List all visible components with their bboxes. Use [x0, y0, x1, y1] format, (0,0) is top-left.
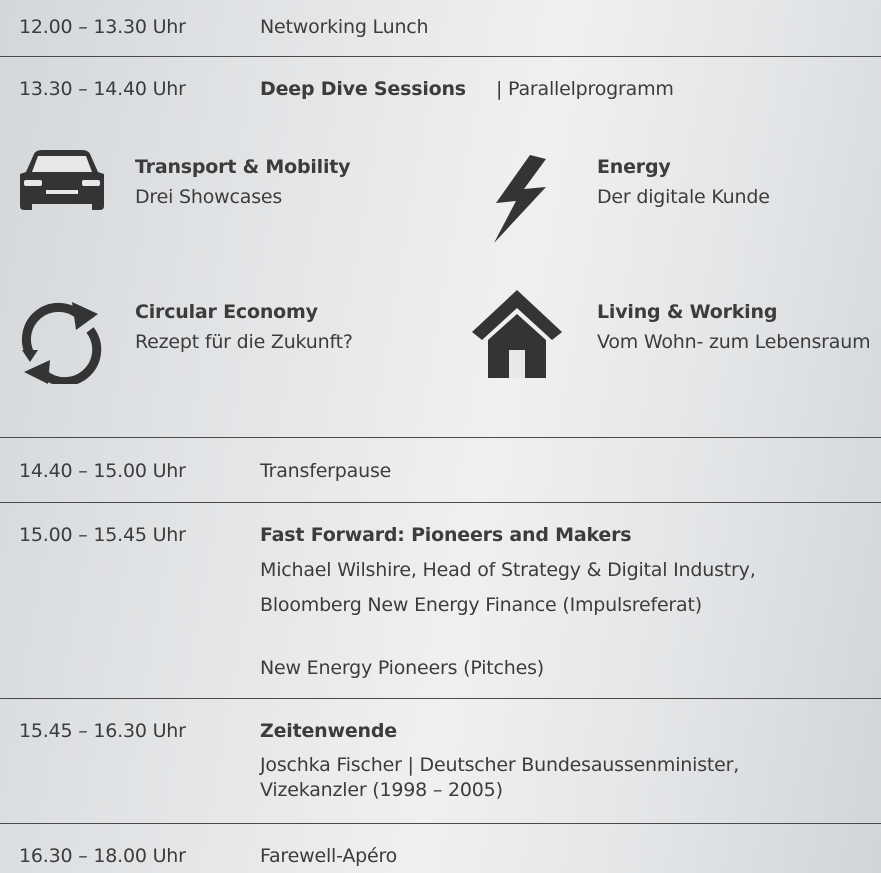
- time: 15.45 – 16.30 Uhr: [19, 720, 186, 742]
- time: 13.30 – 14.40 Uhr: [19, 78, 186, 100]
- detail: Bloomberg New Energy Finance (Impulsrefe…: [260, 594, 702, 616]
- title: Transferpause: [260, 460, 392, 482]
- detail: Michael Wilshire, Head of Strategy & Dig…: [260, 559, 756, 581]
- time: 15.00 – 15.45 Uhr: [19, 524, 186, 546]
- session-subtitle: Vom Wohn- zum Lebensraum: [597, 331, 871, 353]
- car-icon: [20, 150, 104, 210]
- session-title: Energy: [597, 156, 671, 178]
- detail: Vizekanzler (1998 – 2005): [260, 779, 503, 801]
- session-title: Circular Economy: [135, 301, 318, 323]
- house-icon: [472, 290, 562, 378]
- divider: [0, 437, 881, 438]
- time: 12.00 – 13.30 Uhr: [19, 16, 186, 38]
- session-subtitle: Drei Showcases: [135, 186, 283, 208]
- session-title: Transport & Mobility: [135, 156, 351, 178]
- time: 16.30 – 18.00 Uhr: [19, 845, 186, 867]
- title: Zeitenwende: [260, 720, 397, 742]
- title: Farewell-Apéro: [260, 845, 398, 867]
- divider: [0, 56, 881, 57]
- detail: Joschka Fischer | Deutscher Bundesaussen…: [260, 754, 740, 776]
- title: Deep Dive Sessions: [260, 78, 466, 100]
- subtitle: | Parallelprogramm: [496, 78, 674, 100]
- time: 14.40 – 15.00 Uhr: [19, 460, 186, 482]
- title: Networking Lunch: [260, 16, 429, 38]
- divider: [0, 502, 881, 503]
- recycle-icon: [21, 302, 102, 384]
- detail: New Energy Pioneers (Pitches): [260, 657, 545, 679]
- session-title: Living & Working: [597, 301, 778, 323]
- session-subtitle: Rezept für die Zukunft?: [135, 331, 353, 353]
- lightning-icon: [494, 155, 546, 243]
- divider: [0, 698, 881, 699]
- divider: [0, 823, 881, 824]
- title: Fast Forward: Pioneers and Makers: [260, 524, 632, 546]
- session-subtitle: Der digitale Kunde: [597, 186, 770, 208]
